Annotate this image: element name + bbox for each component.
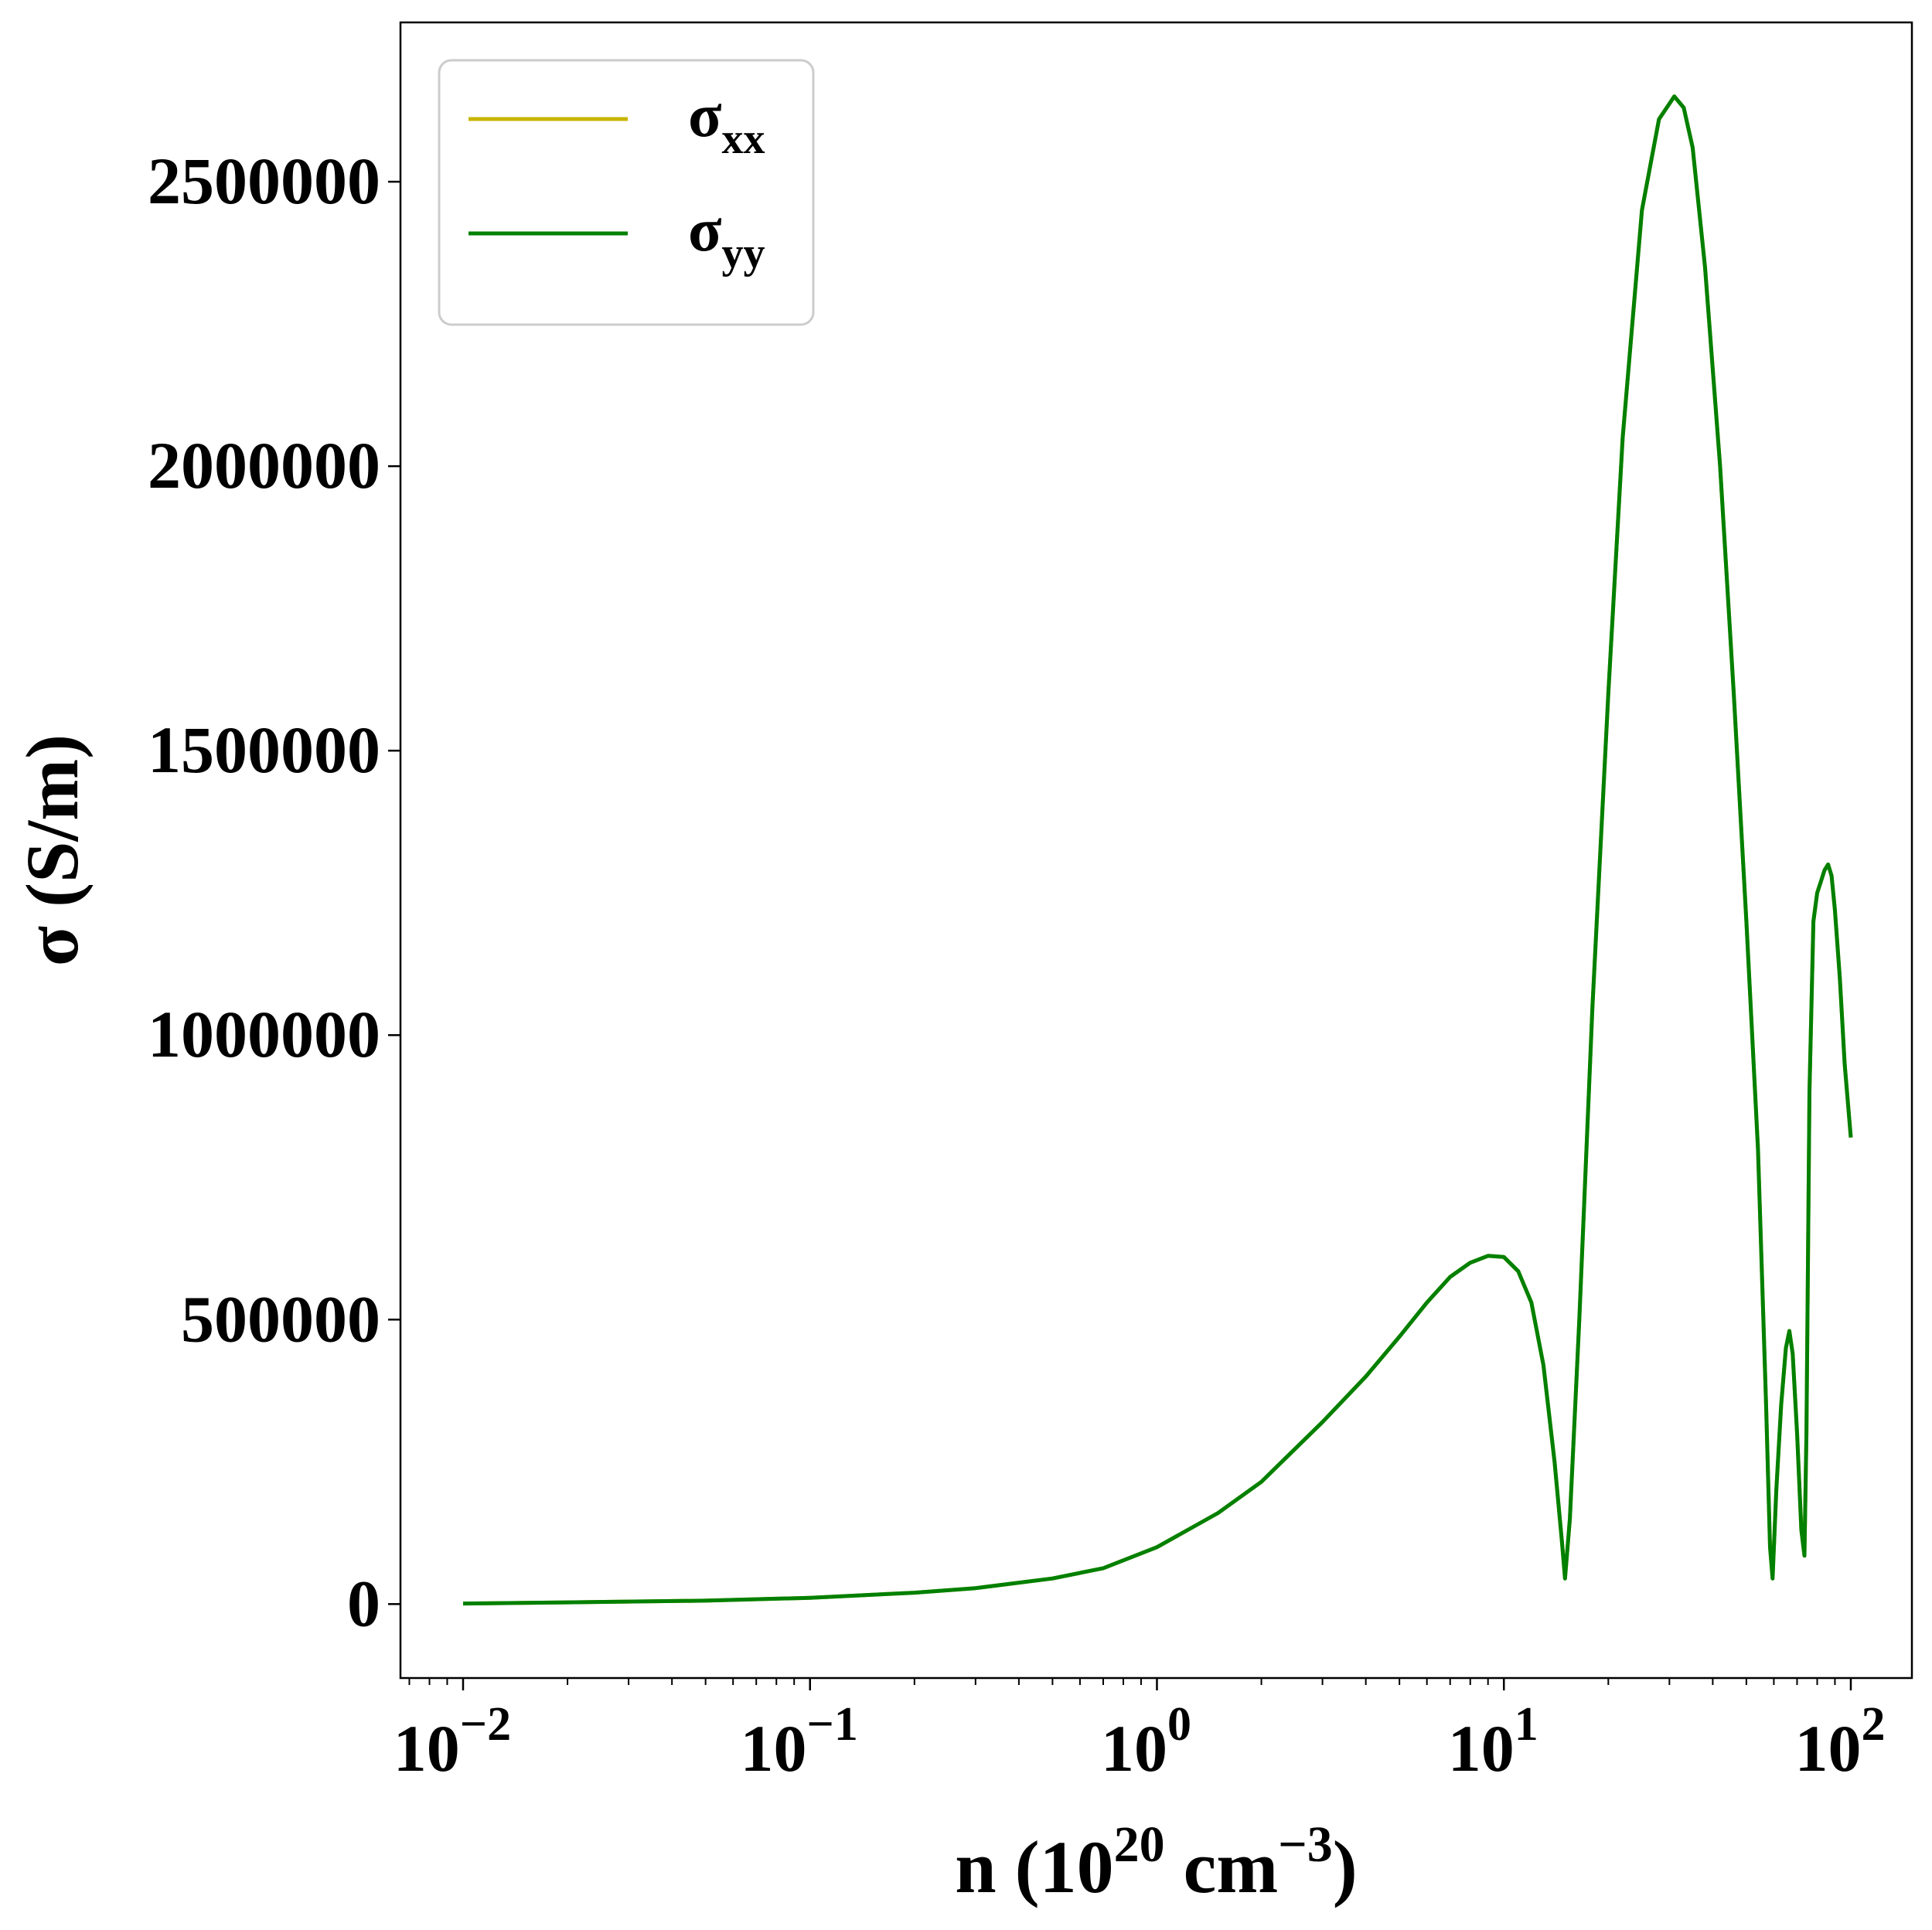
x-tick-label: 101 — [1448, 1698, 1538, 1785]
legend-sub-sigma-xx: xx — [722, 115, 765, 163]
series-line-sigma-yy — [462, 94, 1853, 1606]
legend-symbol-sigma-yy: σ — [688, 196, 722, 264]
x-tick-label: 100 — [1101, 1698, 1191, 1785]
x-tick-base: 10 — [394, 1711, 460, 1785]
x-tick-base: 10 — [1101, 1711, 1167, 1785]
legend-box — [438, 59, 815, 326]
x-tick-label: 102 — [1794, 1698, 1885, 1785]
y-axis-label: σ (S/m) — [11, 734, 94, 966]
y-axis: 0 500000 1000000 1500000 2000000 2500000 — [148, 144, 400, 1640]
x-label-sup2: −3 — [1278, 1816, 1333, 1873]
x-tick-exponent: −1 — [807, 1698, 858, 1751]
y-tick-label: 2500000 — [148, 144, 380, 218]
y-tick-label: 1000000 — [148, 997, 380, 1071]
x-tick-base: 10 — [1794, 1711, 1861, 1785]
x-tick-exponent: −2 — [460, 1698, 511, 1751]
y-tick-label: 0 — [347, 1566, 380, 1640]
y-tick-label: 1500000 — [148, 713, 380, 787]
legend-label-sigma-xx: σxx — [688, 82, 765, 163]
legend-symbol-sigma-xx: σ — [688, 82, 722, 150]
x-label-main: n (10 — [955, 1826, 1113, 1908]
x-label-sup1: 20 — [1114, 1816, 1165, 1873]
x-axis-label: n (1020 cm−3) — [955, 1816, 1358, 1908]
legend: σxx σyy — [438, 59, 815, 326]
x-label-mid: cm — [1165, 1826, 1279, 1908]
series-layer — [462, 94, 1853, 1606]
legend-sub-sigma-yy: yy — [722, 230, 765, 277]
x-tick-base: 10 — [741, 1711, 807, 1785]
x-label-end: ) — [1333, 1826, 1358, 1908]
y-tick-label: 500000 — [181, 1282, 380, 1356]
x-tick-exponent: 0 — [1167, 1698, 1191, 1751]
x-tick-label: 10−1 — [741, 1698, 858, 1785]
x-axis: 10−2 10−1 100 101 102 — [394, 1678, 1885, 1785]
x-tick-exponent: 2 — [1861, 1698, 1885, 1751]
y-tick-label: 2000000 — [148, 428, 380, 502]
x-tick-exponent: 1 — [1515, 1698, 1538, 1751]
x-tick-label: 10−2 — [394, 1698, 511, 1785]
x-tick-base: 10 — [1448, 1711, 1515, 1785]
legend-label-sigma-yy: σyy — [688, 196, 765, 277]
